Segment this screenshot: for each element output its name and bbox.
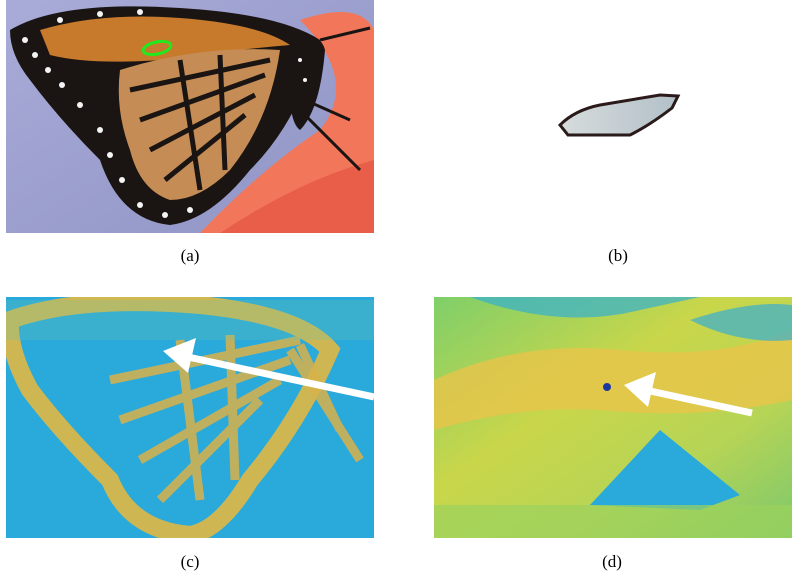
heatmap-panel <box>6 297 374 538</box>
heatmap-panel <box>434 297 792 538</box>
panel-label: (c) <box>180 552 200 571</box>
panel-label: (d) <box>602 552 622 571</box>
panel-label: (b) <box>608 246 628 265</box>
panel-label: (a) <box>180 246 200 265</box>
segment <box>557 93 681 137</box>
photo-panel <box>6 0 374 233</box>
